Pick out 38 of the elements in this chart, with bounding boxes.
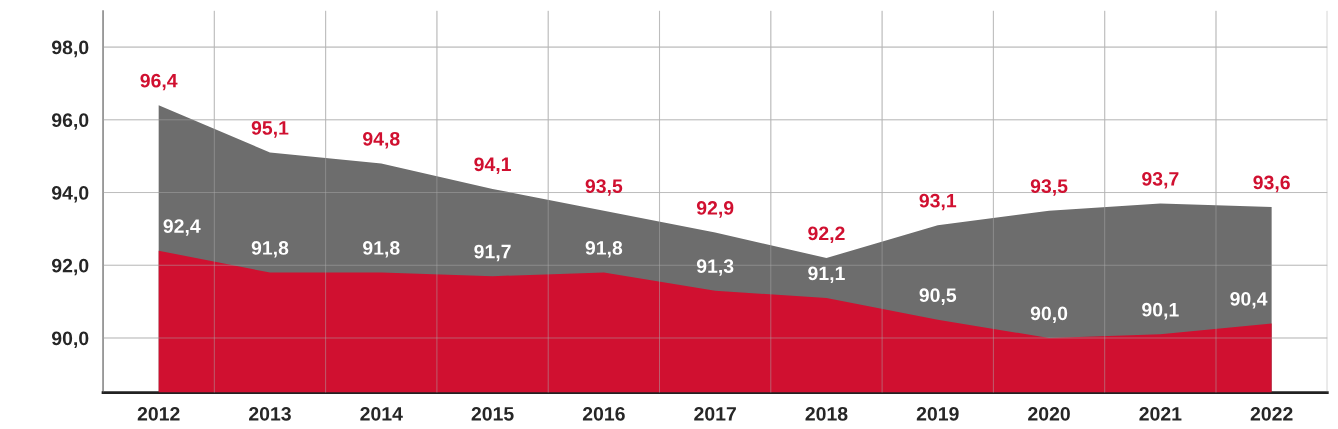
data-label: 95,1 [251, 121, 289, 138]
x-tick-label: 2020 [1028, 406, 1070, 421]
x-tick-label: 2013 [249, 406, 291, 421]
x-tick-label: 2015 [471, 406, 514, 421]
data-label: 93,7 [1142, 171, 1179, 189]
data-label: 90,0 [1030, 306, 1068, 324]
x-tick-label: 2017 [694, 406, 736, 421]
data-label: 91,8 [251, 241, 289, 258]
data-label: 93,5 [1030, 179, 1068, 196]
data-label: 91,8 [585, 241, 623, 258]
x-tick-label: 2019 [916, 406, 959, 421]
data-label: 93,6 [1253, 175, 1290, 193]
data-label: 93,1 [919, 193, 957, 211]
data-label: 90,5 [919, 288, 957, 305]
data-label: 92,9 [696, 201, 734, 218]
x-tick-label: 2012 [137, 406, 180, 421]
y-tick-label: 96,0 [51, 113, 89, 130]
y-tick-label: 92,0 [51, 258, 89, 276]
data-label: 94,1 [474, 157, 511, 174]
data-label: 94,8 [363, 131, 400, 149]
data-label: 91,1 [808, 266, 845, 284]
x-tick-label: 2014 [360, 406, 403, 421]
x-tick-label: 2018 [805, 406, 848, 421]
data-label: 91,7 [474, 244, 511, 262]
data-label: 91,3 [696, 259, 734, 276]
y-tick-label: 90,0 [51, 331, 89, 349]
data-label: 90,1 [1142, 302, 1179, 320]
data-label: 93,5 [585, 179, 623, 196]
x-tick-label: 2016 [582, 406, 625, 421]
data-label: 92,4 [163, 219, 201, 236]
x-tick-label: 2022 [1250, 406, 1293, 421]
data-label: 91,8 [363, 241, 400, 258]
y-tick-label: 94,0 [51, 186, 89, 203]
data-label: 90,4 [1230, 291, 1268, 309]
x-tick-label: 2021 [1139, 406, 1182, 421]
data-label: 96,4 [140, 73, 178, 91]
y-tick-label: 98,0 [51, 40, 89, 58]
data-label: 92,2 [808, 226, 845, 244]
